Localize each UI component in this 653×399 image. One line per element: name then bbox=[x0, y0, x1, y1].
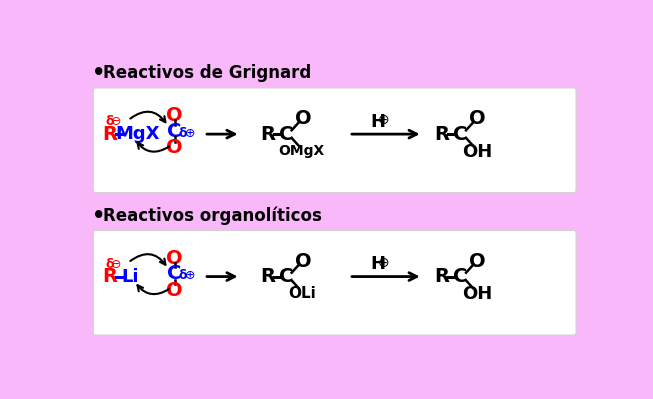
Text: OH: OH bbox=[462, 143, 493, 161]
Text: C: C bbox=[167, 264, 182, 283]
Text: ⊕: ⊕ bbox=[185, 127, 195, 140]
Text: O: O bbox=[470, 252, 486, 271]
Text: •: • bbox=[93, 63, 106, 83]
Text: ⊖: ⊖ bbox=[110, 115, 121, 128]
Text: C: C bbox=[453, 124, 468, 144]
Text: δ: δ bbox=[179, 269, 187, 282]
Text: O: O bbox=[167, 106, 183, 125]
FancyBboxPatch shape bbox=[93, 88, 576, 193]
Text: OMgX: OMgX bbox=[279, 144, 325, 158]
Text: O: O bbox=[167, 138, 183, 158]
Text: H: H bbox=[370, 113, 385, 131]
Text: MgX: MgX bbox=[115, 125, 160, 143]
Text: •: • bbox=[93, 206, 106, 226]
Text: O: O bbox=[295, 252, 311, 271]
Text: C: C bbox=[453, 267, 468, 286]
Text: ⊕: ⊕ bbox=[378, 113, 390, 127]
Text: ⊕: ⊕ bbox=[185, 269, 195, 282]
FancyBboxPatch shape bbox=[93, 230, 576, 335]
Text: Reactivos organolíticos: Reactivos organolíticos bbox=[103, 207, 322, 225]
Text: R: R bbox=[434, 124, 449, 144]
Text: C: C bbox=[279, 124, 293, 144]
Text: Li: Li bbox=[121, 268, 138, 286]
Text: C: C bbox=[279, 267, 293, 286]
Text: ⊕: ⊕ bbox=[378, 256, 390, 270]
Text: δ: δ bbox=[105, 258, 114, 271]
Text: R: R bbox=[260, 267, 275, 286]
Text: R: R bbox=[434, 267, 449, 286]
Text: O: O bbox=[470, 109, 486, 128]
Text: R: R bbox=[102, 124, 117, 144]
Text: ⊖: ⊖ bbox=[110, 258, 121, 271]
Text: O: O bbox=[167, 281, 183, 300]
Text: δ: δ bbox=[105, 115, 114, 128]
Text: δ: δ bbox=[179, 127, 187, 140]
Text: C: C bbox=[167, 122, 182, 140]
Text: O: O bbox=[167, 249, 183, 268]
Text: H: H bbox=[370, 255, 385, 273]
Text: R: R bbox=[102, 267, 117, 286]
Text: OH: OH bbox=[462, 285, 493, 303]
Text: OLi: OLi bbox=[288, 286, 315, 301]
Text: R: R bbox=[260, 124, 275, 144]
Text: Reactivos de Grignard: Reactivos de Grignard bbox=[103, 64, 311, 82]
Text: O: O bbox=[295, 109, 311, 128]
